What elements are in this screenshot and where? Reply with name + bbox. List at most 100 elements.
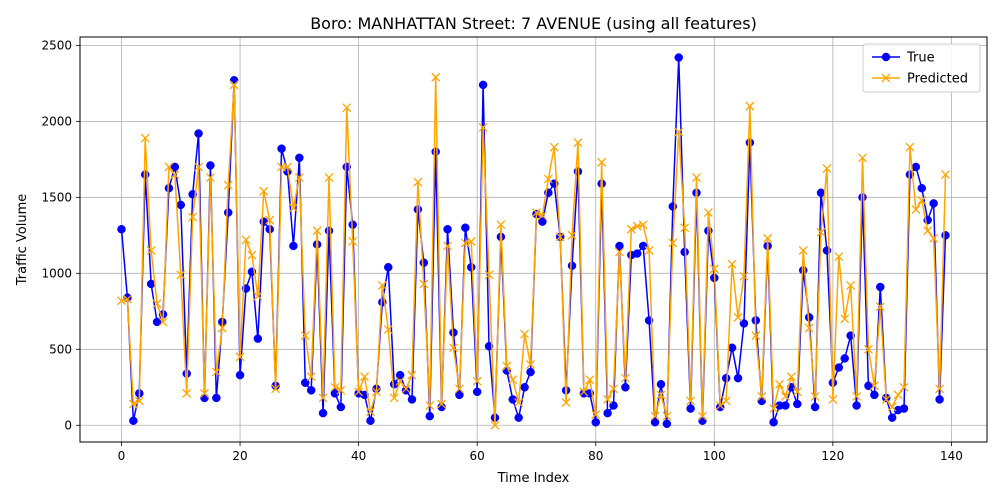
point-true bbox=[899, 404, 909, 413]
point-predicted bbox=[941, 170, 950, 179]
point-predicted bbox=[324, 173, 334, 183]
point-predicted-stroke bbox=[597, 157, 607, 167]
point-predicted-stroke bbox=[668, 238, 678, 248]
point-predicted bbox=[407, 370, 417, 380]
point-true bbox=[929, 199, 938, 208]
point-predicted-stroke bbox=[200, 388, 209, 398]
point-predicted-stroke bbox=[366, 407, 375, 417]
point-predicted-stroke bbox=[472, 376, 482, 386]
point-predicted bbox=[170, 170, 180, 179]
point-predicted bbox=[739, 271, 749, 281]
point-predicted-stroke bbox=[567, 230, 577, 240]
point-predicted bbox=[348, 236, 358, 246]
point-predicted bbox=[733, 312, 743, 322]
point-predicted-stroke bbox=[229, 80, 239, 90]
y-tick-label: 2500 bbox=[41, 38, 72, 52]
point-true bbox=[840, 354, 849, 363]
point-predicted bbox=[816, 227, 826, 237]
point-predicted bbox=[834, 252, 844, 262]
point-predicted-stroke bbox=[377, 281, 387, 290]
x-tick-label: 100 bbox=[703, 449, 726, 463]
point-predicted-stroke bbox=[852, 391, 862, 401]
point-true bbox=[834, 363, 844, 372]
point-predicted bbox=[929, 233, 939, 243]
point-predicted-stroke bbox=[614, 247, 624, 257]
x-tick-label: 40 bbox=[351, 449, 366, 463]
point-predicted bbox=[342, 103, 352, 113]
point-predicted bbox=[763, 233, 773, 243]
point-predicted-stroke bbox=[692, 173, 701, 183]
point-predicted-stroke bbox=[603, 394, 613, 404]
series-line-predicted bbox=[121, 76, 947, 427]
point-predicted bbox=[312, 226, 322, 236]
y-axis-label: Traffic Volume bbox=[15, 194, 30, 287]
point-predicted bbox=[632, 221, 642, 231]
point-predicted-stroke bbox=[526, 360, 535, 369]
point-predicted-stroke bbox=[935, 384, 945, 394]
point-predicted-stroke bbox=[330, 382, 340, 392]
point-true bbox=[615, 241, 624, 251]
point-predicted-stroke bbox=[478, 122, 488, 132]
point-predicted-stroke bbox=[816, 227, 826, 237]
point-predicted-stroke bbox=[449, 343, 458, 353]
point-predicted bbox=[579, 387, 589, 397]
chart-title: Boro: MANHATTAN Street: 7 AVENUE (using … bbox=[310, 14, 757, 33]
point-predicted-stroke bbox=[413, 177, 423, 187]
point-true bbox=[538, 217, 547, 226]
point-predicted bbox=[241, 235, 251, 245]
legend-marker-true bbox=[881, 52, 891, 62]
point-predicted bbox=[822, 163, 832, 173]
plot-frame bbox=[79, 36, 988, 443]
point-predicted bbox=[863, 344, 873, 354]
point-true bbox=[520, 383, 529, 392]
point-predicted bbox=[152, 299, 162, 309]
y-tick-label: 2000 bbox=[41, 114, 72, 128]
point-predicted bbox=[413, 177, 423, 187]
point-predicted-stroke bbox=[241, 235, 251, 245]
point-predicted-stroke bbox=[383, 325, 393, 335]
point-predicted-stroke bbox=[780, 391, 790, 401]
point-predicted bbox=[283, 162, 292, 172]
point-predicted-stroke bbox=[549, 142, 559, 152]
point-predicted bbox=[537, 211, 547, 221]
point-predicted-stroke bbox=[336, 385, 346, 395]
point-predicted-stroke bbox=[437, 399, 447, 409]
point-predicted-stroke bbox=[211, 367, 221, 377]
point-predicted-stroke bbox=[561, 398, 571, 407]
point-predicted-stroke bbox=[626, 224, 636, 234]
point-true bbox=[887, 413, 897, 422]
point-predicted bbox=[626, 224, 636, 234]
point-predicted-stroke bbox=[312, 226, 322, 236]
point-true bbox=[336, 402, 346, 412]
point-predicted bbox=[573, 138, 583, 148]
point-predicted-stroke bbox=[158, 317, 168, 327]
point-predicted-stroke bbox=[929, 233, 939, 243]
point-predicted-stroke bbox=[217, 323, 227, 333]
point-predicted-stroke bbox=[502, 361, 512, 371]
point-predicted bbox=[585, 375, 595, 385]
x-tick-label: 20 bbox=[232, 449, 247, 463]
x-tick-label: 60 bbox=[470, 449, 485, 463]
point-true bbox=[366, 416, 375, 425]
point-predicted-stroke bbox=[804, 323, 814, 333]
point-true bbox=[514, 413, 523, 422]
point-predicted bbox=[460, 238, 470, 248]
point-true bbox=[870, 390, 879, 400]
point-predicted-stroke bbox=[537, 211, 547, 221]
point-true bbox=[591, 417, 600, 427]
point-predicted bbox=[923, 226, 933, 236]
point-predicted bbox=[140, 133, 150, 143]
point-predicted bbox=[395, 376, 405, 386]
point-predicted-stroke bbox=[917, 195, 927, 205]
point-predicted bbox=[709, 264, 719, 274]
point-predicted-stroke bbox=[881, 394, 891, 404]
point-predicted bbox=[377, 281, 387, 290]
point-true bbox=[745, 138, 755, 147]
point-predicted bbox=[454, 384, 464, 394]
point-predicted-stroke bbox=[306, 372, 316, 382]
point-predicted bbox=[893, 390, 903, 400]
point-predicted bbox=[846, 281, 856, 290]
point-true bbox=[401, 386, 411, 395]
point-predicted bbox=[330, 382, 340, 392]
point-true bbox=[431, 147, 440, 156]
